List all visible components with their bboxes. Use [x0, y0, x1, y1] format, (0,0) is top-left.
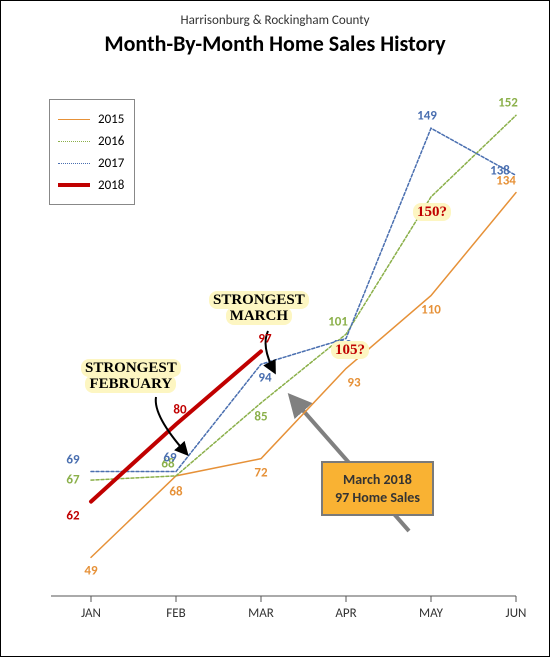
data-label-2016: 67 [66, 473, 79, 488]
x-tick-label: FEB [166, 606, 185, 621]
data-label-2015: 72 [254, 465, 267, 480]
chart-container: Harrisonburg & Rockingham County Month-B… [0, 0, 550, 657]
data-label-2016: 152 [498, 96, 518, 111]
x-tick-label: JAN [81, 606, 101, 621]
plot-area: JANFEBMARAPRMAYJUN4968729311013467688510… [31, 71, 521, 626]
annotation: 105? [331, 343, 369, 359]
data-label-2017: 149 [417, 109, 437, 124]
plot-svg [31, 71, 521, 626]
subtitle: Harrisonburg & Rockingham County [1, 13, 549, 28]
data-label-2015: 110 [421, 302, 441, 317]
data-label-2016: 85 [254, 409, 267, 424]
data-label-2017: 138 [490, 164, 510, 179]
data-label-2018: 97 [258, 332, 271, 347]
data-label-2015: 93 [347, 375, 360, 390]
callout-line2: 97 Home Sales [335, 489, 420, 507]
data-label-2015: 68 [169, 484, 182, 499]
annotation: 150? [413, 205, 451, 221]
data-label-2017: 94 [258, 371, 271, 386]
data-label-2018: 80 [173, 403, 186, 418]
data-label-2015: 49 [84, 564, 97, 579]
x-tick-label: MAR [248, 606, 274, 621]
data-label-2017: 69 [163, 450, 176, 465]
callout-line1: March 2018 [335, 471, 420, 489]
x-tick-label: JUN [506, 606, 527, 621]
data-label-2018: 62 [66, 508, 79, 523]
annotation: STRONGESTMARCH [209, 293, 309, 325]
annotation: STRONGESTFEBRUARY [81, 361, 181, 393]
header: Harrisonburg & Rockingham County Month-B… [1, 1, 549, 57]
callout-box: March 2018 97 Home Sales [321, 461, 434, 516]
x-tick-label: MAY [419, 606, 443, 621]
data-label-2017: 69 [66, 452, 79, 467]
title: Month-By-Month Home Sales History [1, 30, 549, 57]
x-tick-label: APR [335, 606, 356, 621]
data-label-2016: 101 [328, 315, 348, 330]
